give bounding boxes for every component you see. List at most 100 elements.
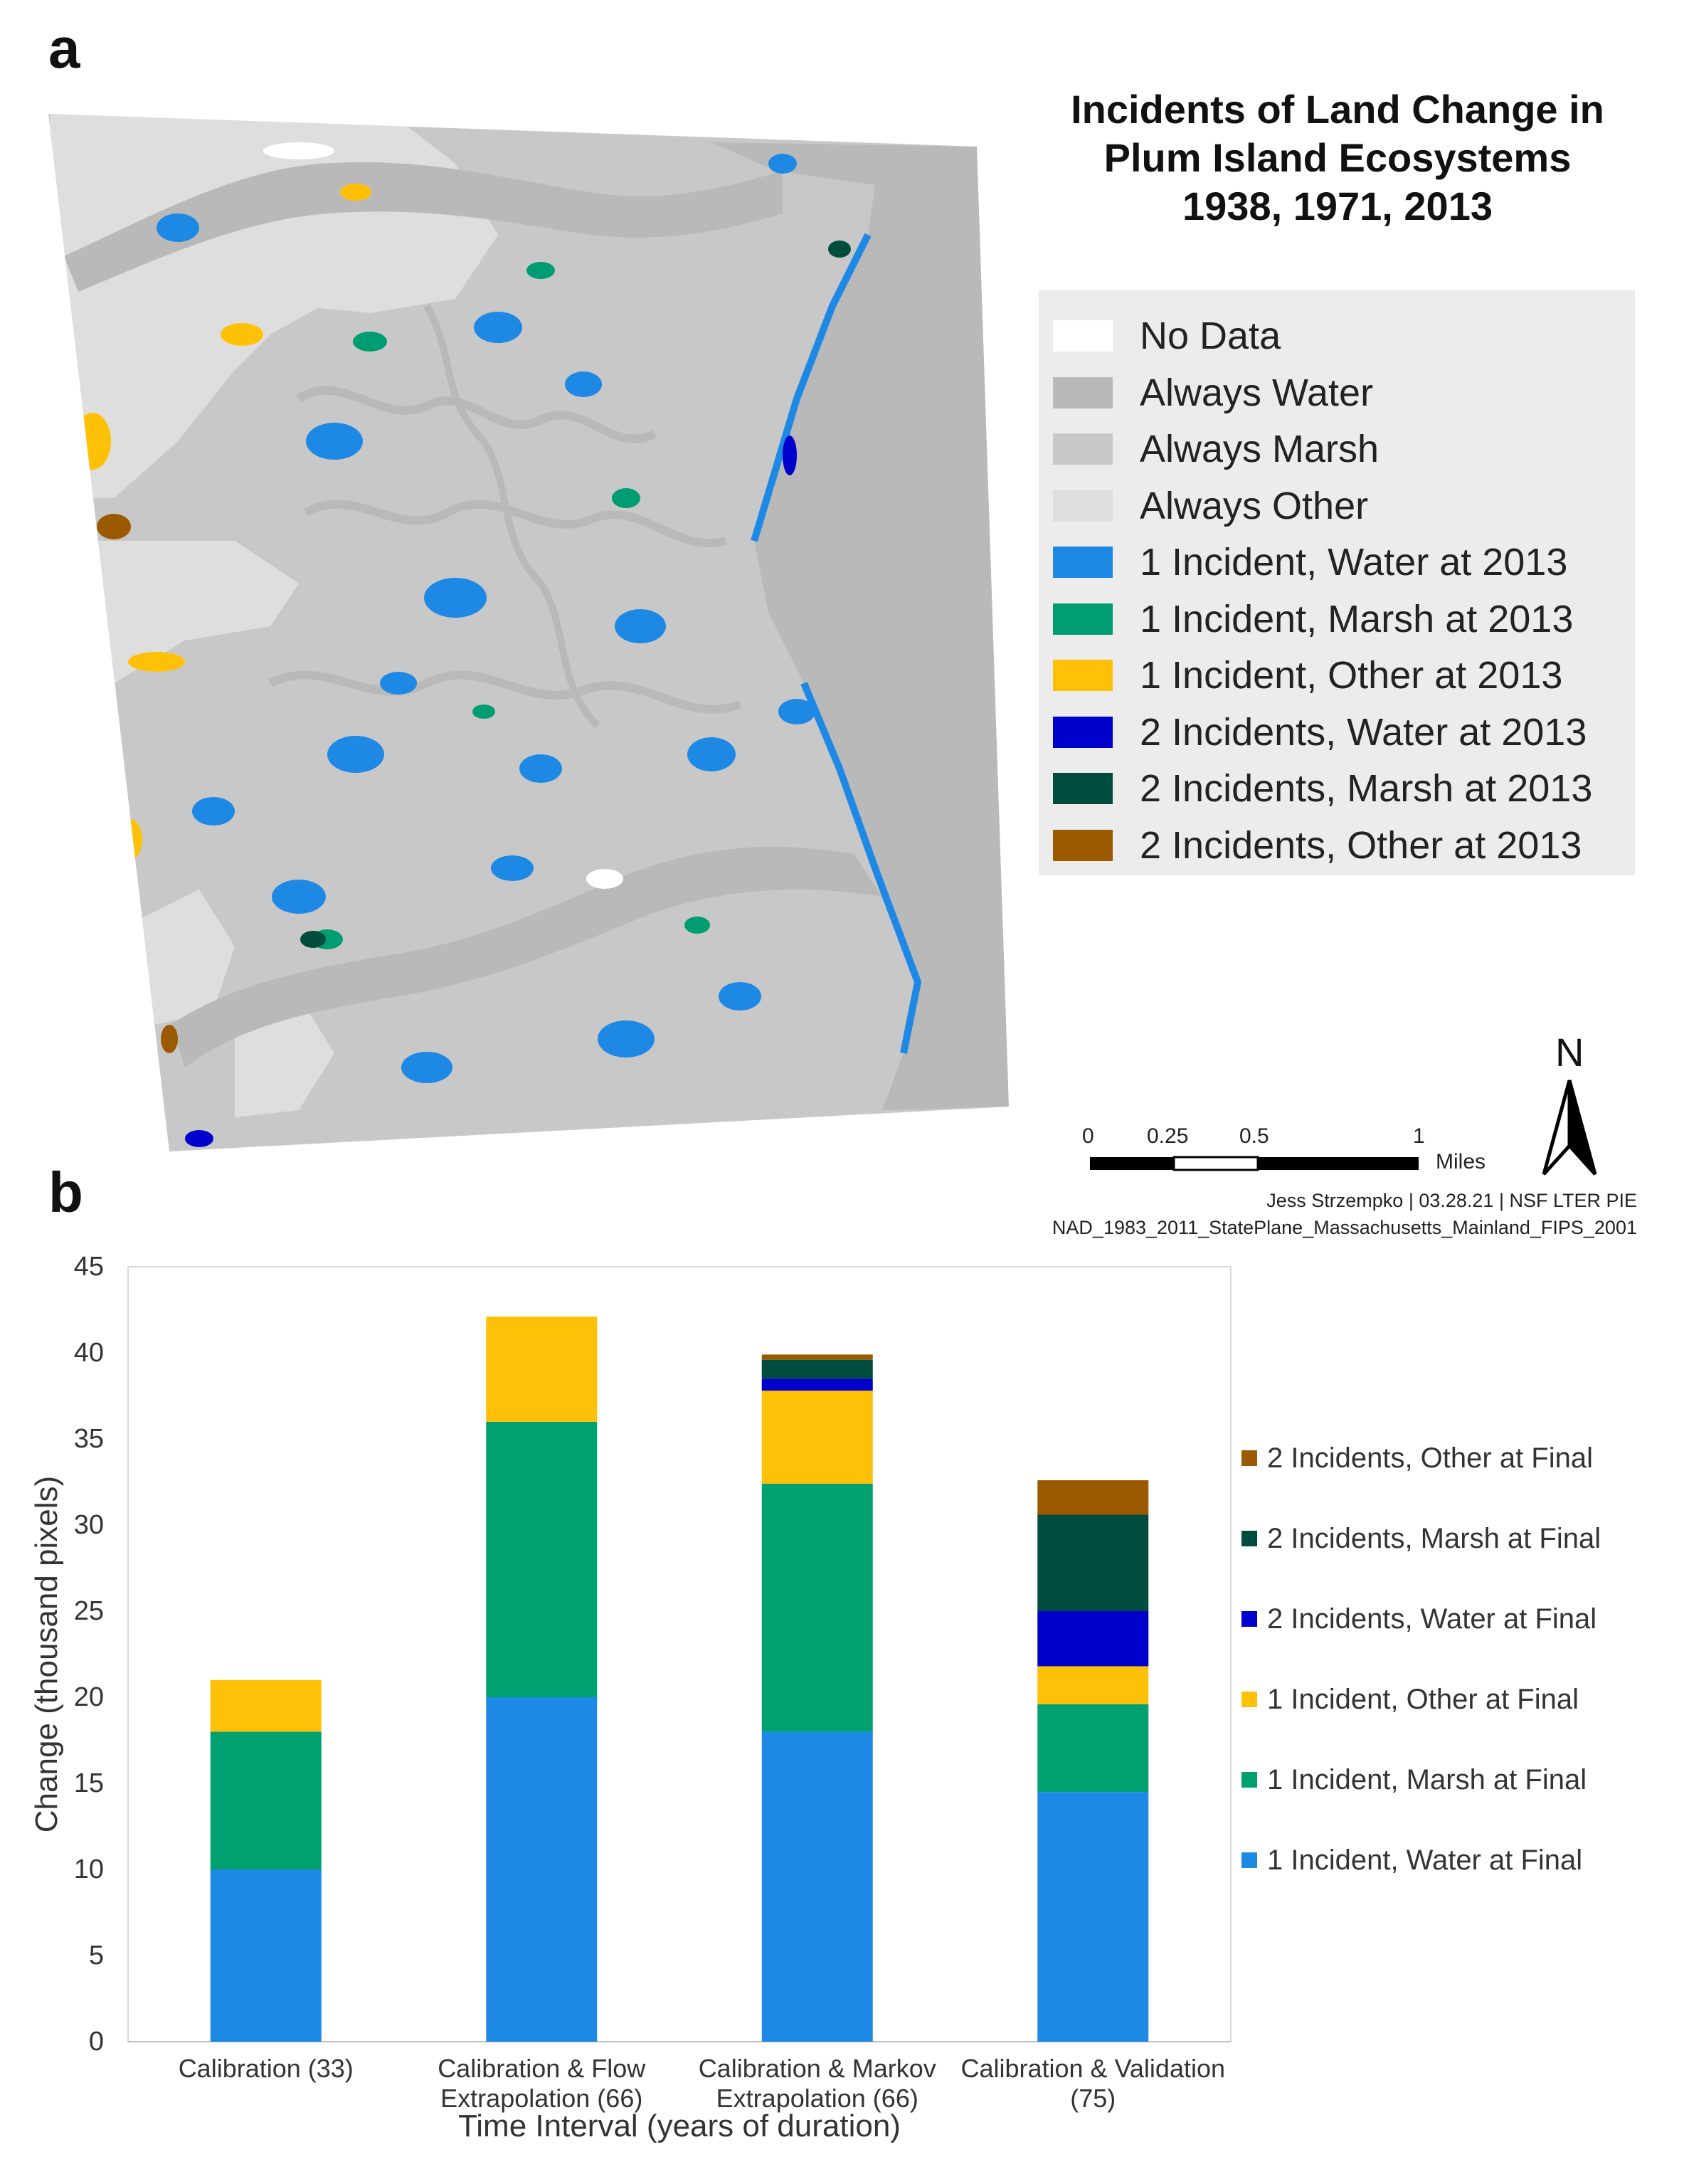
bar-segment [761, 1354, 873, 1360]
chart-legend-swatch [1241, 1531, 1257, 1546]
map-legend-label: 1 Incident, Other at 2013 [1140, 654, 1563, 697]
y-tick-label: 35 [74, 1424, 104, 1454]
y-tick-label: 20 [74, 1682, 104, 1712]
map-title: Incidents of Land Change in Plum Island … [946, 85, 1684, 231]
chart-legend-swatch [1241, 1450, 1257, 1466]
map-legend-label: 1 Incident, Marsh at 2013 [1140, 597, 1574, 640]
y-tick-label: 10 [74, 1855, 104, 1884]
map-projection: NAD_1983_2011_StatePlane_Massachusetts_M… [1052, 1217, 1637, 1238]
bar-segment [1037, 1792, 1149, 2042]
bar-segment [210, 1679, 322, 1732]
x-tick-label: Calibration & Validation [960, 2054, 1225, 2083]
y-tick-label: 0 [89, 2027, 104, 2057]
map-water-change-patches [157, 154, 815, 1083]
map-credit: Jess Strzempko | 03.28.21 | NSF LTER PIE [1266, 1190, 1637, 1211]
panel-a-letter: a [48, 16, 80, 80]
map-legend-swatch [1053, 490, 1113, 522]
chart-legend-item: 1 Incident, Water at Final [1241, 1842, 1582, 1878]
map-creek [268, 670, 742, 714]
scale-tick-1: 1 [1413, 1124, 1425, 1148]
north-arrow-icon [1567, 1080, 1597, 1176]
chart-legend-label: 1 Incident, Other at Final [1267, 1683, 1579, 1715]
bar-segment [761, 1378, 873, 1391]
x-tick-label: (75) [1070, 2084, 1116, 2113]
map-other-area [213, 256, 334, 334]
chart-legend-label: 2 Incidents, Other at Final [1267, 1442, 1594, 1474]
chart-legend-swatch [1241, 1772, 1257, 1788]
map-legend-swatch [1053, 433, 1113, 465]
scale-bar-segment [1258, 1157, 1419, 1170]
chart-legend-item: 1 Incident, Marsh at Final [1241, 1762, 1587, 1798]
chart-legend-label: 1 Incident, Water at Final [1267, 1844, 1583, 1876]
chart-legend-label: 2 Incidents, Marsh at Final [1267, 1522, 1601, 1554]
map-legend-item: 2 Incidents, Water at 2013 [1053, 711, 1587, 754]
map-two-incidents-marsh [300, 241, 851, 948]
map-legend-label: Always Marsh [1140, 428, 1379, 470]
x-tick-label: Calibration & Markov [699, 2054, 936, 2083]
map-legend-label: No Data [1140, 315, 1281, 357]
map-other-area [50, 541, 299, 683]
land-change-map [48, 114, 1009, 1151]
map-shoreline-change [751, 233, 872, 542]
map-legend-swatch [1053, 320, 1113, 352]
map-legend-swatch [1053, 547, 1113, 578]
north-label: N [1555, 1030, 1584, 1075]
y-axis-title: Change (thousand pixels) [29, 1476, 64, 1832]
y-tick-label: 25 [74, 1596, 104, 1626]
map-legend-swatch [1053, 829, 1113, 861]
bar-segment [761, 1483, 873, 1732]
chart-legend-label: 1 Incident, Marsh at Final [1267, 1763, 1587, 1795]
chart-legend-item: 1 Incident, Other at Final [1241, 1682, 1579, 1717]
map-creek [296, 386, 657, 443]
x-axis-title: Time Interval (years of duration) [458, 2109, 901, 2143]
map-no-data [263, 142, 334, 159]
bar-segment [486, 1317, 598, 1422]
chart-legend-swatch [1241, 1611, 1257, 1627]
map-water-area [64, 162, 783, 292]
map-legend-label: 1 Incident, Water at 2013 [1140, 541, 1568, 584]
bar-segment [1037, 1666, 1149, 1704]
bar-segment [486, 1421, 598, 1697]
map-legend-item: 1 Incident, Marsh at 2013 [1053, 598, 1573, 640]
map-water-area [171, 847, 882, 1067]
y-tick-label: 5 [89, 1941, 104, 1971]
chart-legend-swatch [1241, 1852, 1257, 1868]
chart-legend-item: 2 Incidents, Other at Final [1241, 1440, 1593, 1476]
map-legend-item: Always Water [1053, 371, 1373, 414]
map-legend-label: 2 Incidents, Other at 2013 [1140, 823, 1582, 867]
scale-tick-05: 0.5 [1239, 1124, 1269, 1148]
bar-segment [1037, 1611, 1149, 1667]
map-two-incidents-water [185, 436, 797, 1147]
chart-legend-label: 2 Incidents, Water at Final [1267, 1603, 1597, 1635]
map-shoreline-change [800, 682, 922, 1054]
map-marsh-change-patches [312, 262, 710, 949]
map-legend-swatch [1053, 716, 1113, 748]
map-water-area [711, 142, 1009, 1110]
scale-tick-025: 0.25 [1147, 1124, 1189, 1148]
chart-legend-item: 2 Incidents, Water at Final [1241, 1601, 1596, 1637]
bar-segment [761, 1391, 873, 1484]
map-creek [423, 304, 600, 729]
map-legend-item: Always Marsh [1053, 428, 1379, 470]
map-legend-item: 1 Incident, Other at 2013 [1053, 654, 1562, 697]
bar-segment [1037, 1514, 1149, 1611]
map-legend-label: 2 Incidents, Marsh at 2013 [1140, 767, 1593, 810]
map-other-area [128, 890, 235, 1025]
x-tick-label: Extrapolation (66) [440, 2084, 642, 2113]
y-tick-label: 40 [74, 1338, 104, 1368]
map-title-line-2: Plum Island Ecosystems [1103, 135, 1572, 180]
bar-segment [486, 1697, 598, 2042]
y-tick-label: 30 [74, 1510, 104, 1540]
scale-tick-0: 0 [1082, 1124, 1094, 1148]
chart-legend-item: 2 Incidents, Marsh at Final [1241, 1521, 1601, 1556]
x-tick-label: Extrapolation (66) [716, 2084, 918, 2113]
bar-segment [210, 1731, 322, 1869]
scale-unit: Miles [1436, 1150, 1486, 1173]
x-tick-label: Calibration & Flow [438, 2054, 646, 2083]
bar-segment [1037, 1704, 1149, 1793]
map-two-incidents-other [97, 514, 178, 1053]
bar-segment [761, 1731, 873, 2042]
map-legend-item: 2 Incidents, Marsh at 2013 [1053, 767, 1592, 810]
bar-segment [761, 1359, 873, 1379]
